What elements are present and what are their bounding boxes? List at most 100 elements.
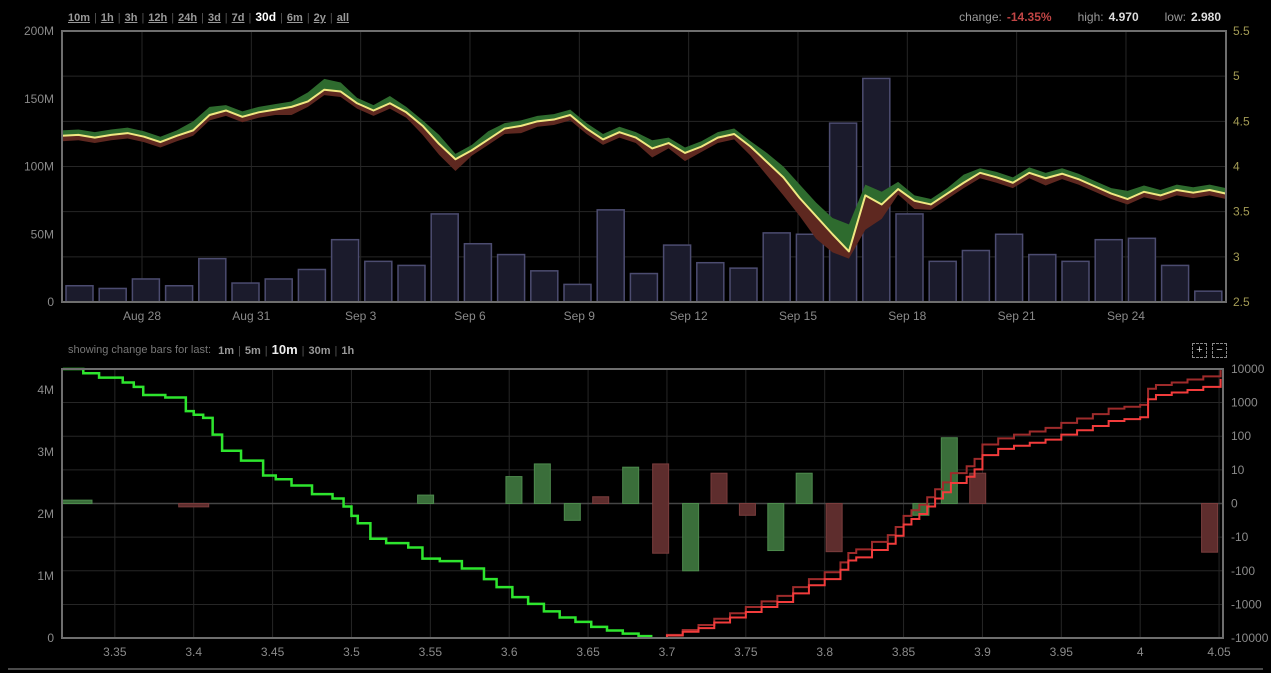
axis-label: 4.5 — [1233, 114, 1250, 128]
bids-line — [62, 367, 653, 638]
low-label: low: — [1164, 10, 1186, 24]
axis-label: Sep 15 — [779, 309, 817, 323]
change-bar-red — [592, 496, 610, 504]
axis-label: Sep 12 — [670, 309, 708, 323]
volume-bar — [98, 287, 127, 303]
axis-label: 4 — [1137, 645, 1144, 659]
range-option-10m[interactable]: 10m — [68, 12, 91, 24]
change-bar-green — [682, 503, 700, 572]
change-bar-red — [178, 503, 210, 508]
price-line — [61, 88, 1227, 253]
axis-label: 3.4 — [185, 645, 202, 659]
range-option-2y[interactable]: 2y — [313, 12, 326, 24]
change-bar-green — [417, 494, 435, 504]
change-bar-red — [969, 472, 987, 504]
change-bar-red — [710, 472, 728, 504]
change-bar-red — [825, 503, 843, 553]
gridlines — [62, 369, 1223, 638]
separator: | — [238, 345, 241, 357]
asks-line — [651, 378, 1222, 639]
plot-border — [61, 368, 1224, 639]
volume-bar — [629, 272, 659, 303]
volume-bar — [164, 284, 194, 303]
axis-label: 100M — [24, 160, 54, 174]
axis-label: 4M — [37, 383, 54, 397]
axis-label: 3.5 — [343, 645, 360, 659]
range-option-12h[interactable]: 12h — [148, 12, 168, 24]
axis-label: 2M — [37, 507, 54, 521]
price-volume-chart[interactable]: 200M 150M 100M 50M 0 5.5 5 4.5 4 3.5 3 2.5 Aug 28 Aug… — [0, 0, 1271, 335]
range-option-6m[interactable]: 6m — [286, 12, 303, 24]
axis-label: -10 — [1231, 530, 1249, 544]
axis-label: 3.6 — [501, 645, 518, 659]
high-band — [62, 78, 1226, 252]
volume-bar — [264, 278, 293, 303]
change-value: -14.35% — [1006, 10, 1052, 24]
range-option-all[interactable]: all — [336, 12, 350, 24]
axis-label: -100 — [1231, 564, 1255, 578]
volume-bar — [1194, 290, 1223, 303]
axis-label: 3.5 — [1233, 205, 1250, 219]
axis-label: 3.7 — [659, 645, 676, 659]
axis-label: 5 — [1233, 69, 1240, 83]
low-stat: low: 2.980 — [1165, 10, 1221, 24]
volume-bar — [430, 213, 459, 303]
volume-bar — [961, 249, 991, 303]
volume-bar — [198, 257, 227, 303]
asks-previous-line — [651, 370, 1222, 639]
change-bar-green — [563, 503, 581, 521]
range-option-30d[interactable]: 30d — [255, 10, 277, 24]
volume-bar — [330, 238, 360, 303]
volume-bar — [364, 260, 393, 303]
change-bar-red — [652, 463, 670, 554]
change-bar-green — [61, 499, 93, 505]
axis-label: 5.5 — [1233, 24, 1250, 38]
volume-bar — [496, 253, 526, 303]
volume-bar — [231, 282, 260, 303]
axis-label: Sep 6 — [454, 309, 486, 323]
range-option-7d[interactable]: 7d — [231, 12, 245, 24]
axis-label: 3.75 — [734, 645, 758, 659]
interval-option-1h[interactable]: 1h — [341, 345, 355, 357]
volume-bar — [928, 260, 957, 303]
volume-bar — [729, 267, 758, 303]
axis-label: 3.9 — [974, 645, 991, 659]
volume-bar — [994, 233, 1024, 303]
axis-label: 3.85 — [892, 645, 916, 659]
range-option-1h[interactable]: 1h — [100, 12, 114, 24]
interval-option-5m[interactable]: 5m — [244, 345, 261, 357]
axis-label: 0 — [47, 295, 54, 309]
zoom-out-button[interactable]: − — [1212, 342, 1227, 358]
zoom-controls: + − — [1192, 342, 1227, 358]
plot-border — [61, 368, 1224, 639]
page-divider — [8, 668, 1263, 670]
volume-bar — [397, 264, 426, 303]
range-option-3h[interactable]: 3h — [124, 12, 138, 24]
depth-chart-controls: showing change bars for last: 1m | 5m | 10m |… — [68, 341, 1227, 359]
interval-option-30m[interactable]: 30m — [308, 345, 331, 357]
plot-border — [61, 30, 1227, 303]
interval-option-10m[interactable]: 10m — [271, 342, 298, 357]
axis-label: 150M — [24, 92, 54, 106]
volume-bar — [696, 261, 725, 303]
high-value: 4.970 — [1108, 10, 1139, 24]
change-label: change: — [959, 10, 1002, 24]
separator: | — [334, 345, 338, 357]
asks-line — [651, 378, 1222, 639]
volume-bar — [131, 278, 161, 303]
range-option-3d[interactable]: 3d — [207, 12, 221, 24]
low-value: 2.980 — [1190, 10, 1221, 24]
zoom-in-button[interactable]: + — [1192, 342, 1207, 358]
range-option-24h[interactable]: 24h — [178, 12, 198, 24]
interval-option-1m[interactable]: 1m — [218, 345, 234, 357]
change-bar-green — [940, 437, 958, 505]
volume-bar — [1160, 264, 1190, 303]
interval-selector: 1m | 5m | 10m | 30m | 1h — [218, 341, 354, 359]
separator: | — [141, 12, 145, 24]
change-bar-green — [795, 472, 813, 504]
axis-labels: 4M3M2M1M0100001000100100-10-100-1000-100… — [37, 362, 1268, 659]
volume-bar — [596, 209, 625, 303]
change-bar-red — [738, 503, 756, 516]
market-depth-chart[interactable]: 4M3M2M1M0100001000100100-10-100-1000-100… — [0, 335, 1271, 673]
price-line — [61, 88, 1227, 253]
